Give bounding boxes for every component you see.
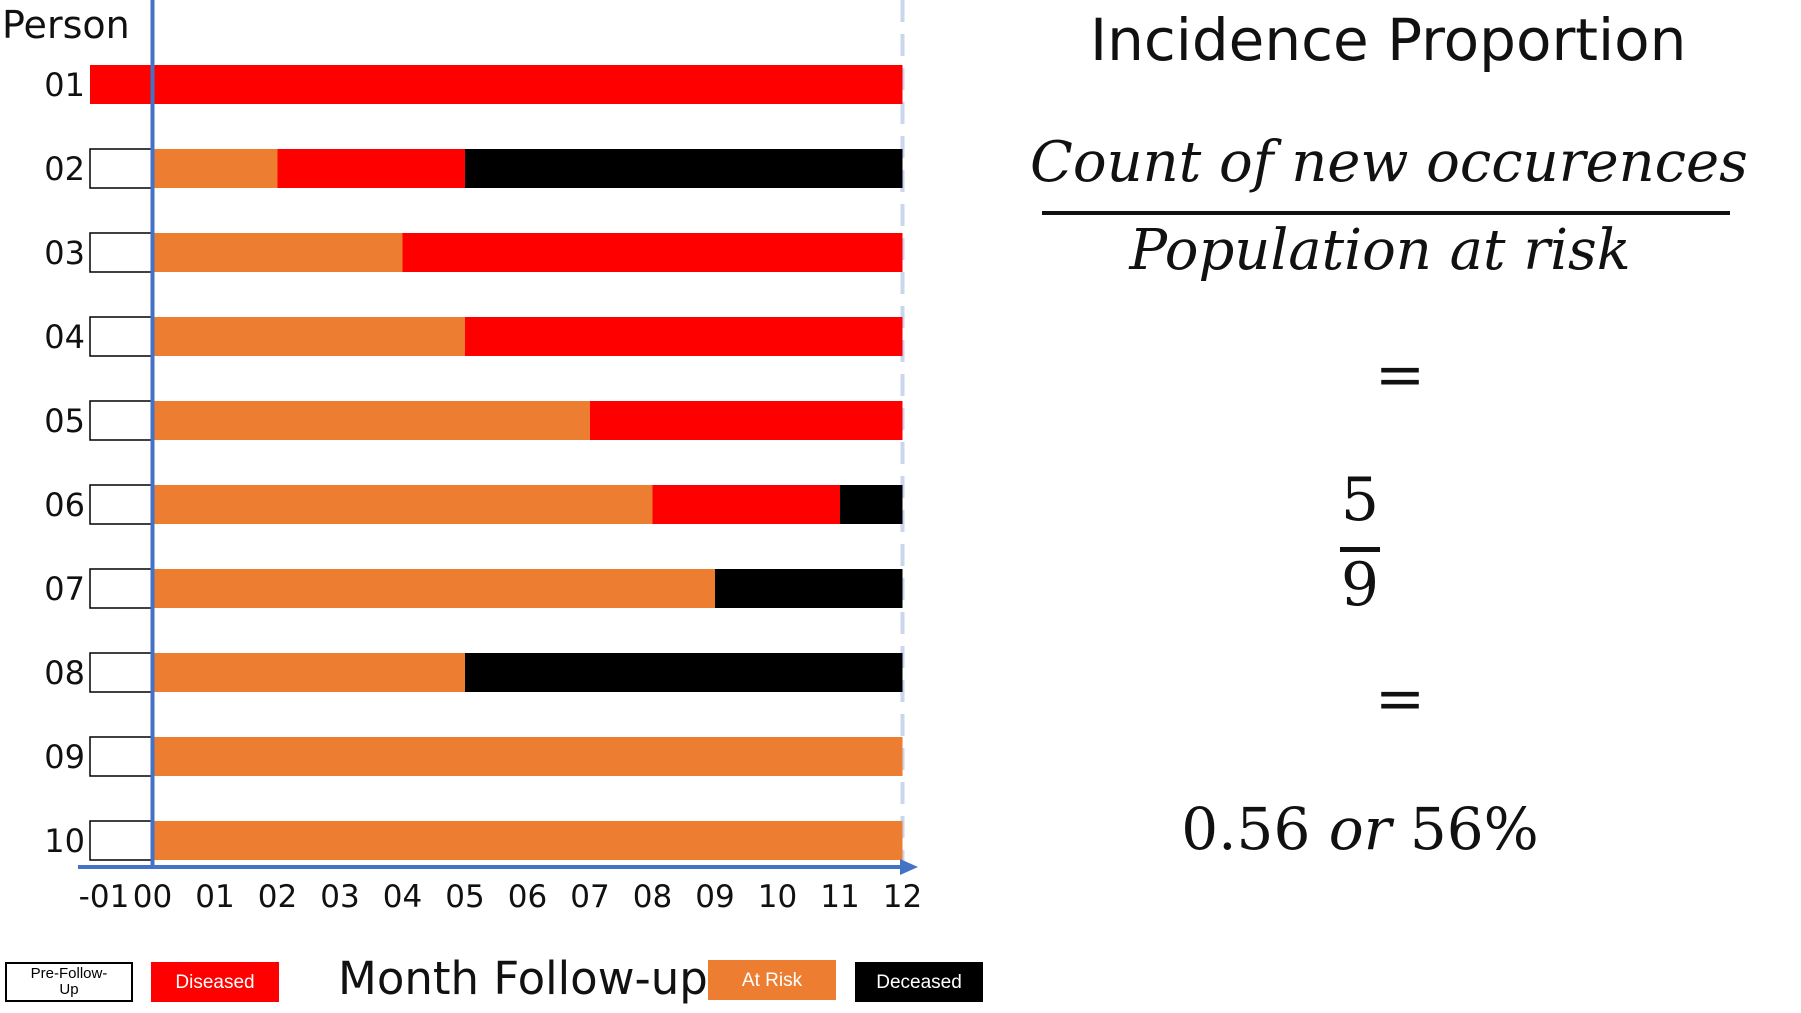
result-decimal: 0.56	[1181, 795, 1329, 863]
person-label: 05	[44, 402, 85, 440]
bar-segment-03-diseased	[402, 233, 903, 272]
bar-segment-06-deceased	[840, 485, 903, 524]
bar-segment-02-deceased	[465, 149, 903, 188]
formula-numerator: Count of new occurences	[1030, 130, 1748, 195]
x-tick-label: 12	[883, 879, 922, 915]
bar-segment-03-pre-follow-up	[89, 232, 154, 273]
bar-segment-08-at-risk	[152, 653, 465, 692]
bar-segment-05-at-risk	[152, 401, 590, 440]
fraction-bar	[1042, 211, 1730, 215]
bar-segment-02-at-risk	[152, 149, 278, 188]
bar-segment-08-pre-follow-up	[89, 652, 154, 693]
formula-denominator: Population at risk	[1129, 218, 1631, 283]
x-tick-label: 00	[133, 879, 172, 915]
bar-segment-10-at-risk	[152, 821, 903, 860]
person-label: 01	[44, 66, 85, 104]
bar-segment-04-pre-follow-up	[89, 316, 154, 357]
value-denominator: 9	[1340, 550, 1380, 620]
bar-segment-04-diseased	[465, 317, 903, 356]
bar-segment-09-at-risk	[152, 737, 903, 776]
legend-pre-follow-up: Pre-Follow- Up	[5, 962, 133, 1002]
legend-deceased: Deceased	[855, 962, 983, 1002]
bar-segment-06-pre-follow-up	[89, 484, 154, 525]
result-or: or	[1328, 795, 1392, 863]
bar-segment-10-pre-follow-up	[89, 820, 154, 861]
person-label: 08	[44, 654, 85, 692]
x-tick-label: 11	[820, 879, 859, 915]
x-axis-title: Month Follow-up	[338, 952, 708, 1005]
value-fraction-bar	[1340, 547, 1380, 552]
bar-segment-07-deceased	[715, 569, 903, 608]
x-tick-label: 08	[633, 879, 672, 915]
x-tick-label: 03	[320, 879, 359, 915]
x-tick-label: 05	[445, 879, 484, 915]
result-percent: 56%	[1391, 795, 1539, 863]
person-label: 07	[44, 570, 85, 608]
bar-segment-05-pre-follow-up	[89, 400, 154, 441]
bar-segment-07-at-risk	[152, 569, 715, 608]
legend-at-risk: At Risk	[708, 960, 836, 1000]
bar-segment-01-diseased	[90, 65, 903, 104]
x-tick-label: 01	[195, 879, 234, 915]
follow-up-chart: 01 02 03 04 05 06 07 08 09 10 Person -01 00 01 02 03 04 0…	[2, 0, 922, 915]
person-label: 04	[44, 318, 85, 356]
bar-segment-04-at-risk	[152, 317, 465, 356]
person-label: 10	[44, 822, 85, 860]
person-label: 02	[44, 150, 85, 188]
bar-segment-02-diseased	[277, 149, 465, 188]
y-axis-title: Person	[2, 3, 130, 47]
x-tick-label: 06	[508, 879, 547, 915]
x-tick-label: 02	[258, 879, 297, 915]
x-tick-label: 10	[758, 879, 797, 915]
value-numerator: 5	[1340, 465, 1380, 535]
person-label: 03	[44, 234, 85, 272]
legend-diseased: Diseased	[151, 962, 279, 1002]
equals-sign-2: =	[1374, 664, 1426, 734]
x-tick-label: 04	[383, 879, 422, 915]
bar-segment-02-pre-follow-up	[89, 148, 154, 189]
person-label: 06	[44, 486, 85, 524]
x-tick-label: -01	[79, 879, 130, 915]
bar-segment-08-deceased	[465, 653, 903, 692]
bar-segment-05-diseased	[590, 401, 903, 440]
formula-result: 0.56 or 56%	[1110, 795, 1610, 863]
x-tick-label: 07	[570, 879, 609, 915]
bar-segment-06-diseased	[652, 485, 840, 524]
equals-sign-1: =	[1374, 340, 1426, 410]
x-tick-label: 09	[695, 879, 734, 915]
formula-title: Incidence Proportion	[1090, 6, 1687, 74]
person-label: 09	[44, 738, 85, 776]
x-axis-arrow	[900, 859, 918, 875]
bar-segment-09-pre-follow-up	[89, 736, 154, 777]
bar-segment-07-pre-follow-up	[89, 568, 154, 609]
formula-panel: Incidence Proportion Count of new occure…	[1030, 0, 1770, 1013]
bar-segment-06-at-risk	[152, 485, 653, 524]
bar-segment-03-at-risk	[152, 233, 403, 272]
